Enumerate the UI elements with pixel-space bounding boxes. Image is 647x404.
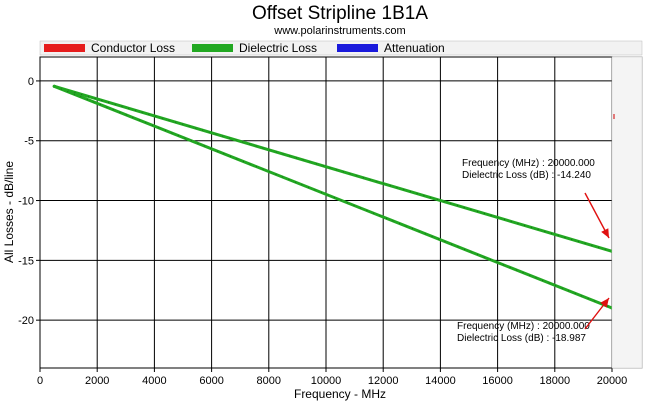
y-tick-label: 0 bbox=[28, 76, 34, 88]
annotation-arrowhead bbox=[601, 228, 609, 238]
annotation-arrowhead bbox=[600, 298, 609, 308]
x-tick-label: 6000 bbox=[199, 375, 223, 387]
y-tick-label: -20 bbox=[18, 315, 34, 327]
legend-swatch bbox=[192, 44, 233, 52]
chart-subtitle: www.polarinstruments.com bbox=[273, 25, 405, 37]
y-tick-label: -5 bbox=[24, 136, 34, 148]
x-tick-label: 10000 bbox=[311, 375, 342, 387]
y-tick-label: -15 bbox=[18, 255, 34, 267]
legend-label: Attenuation bbox=[384, 41, 445, 55]
x-tick-label: 14000 bbox=[425, 375, 456, 387]
x-tick-label: 16000 bbox=[482, 375, 513, 387]
chart-title: Offset Stripline 1B1A bbox=[252, 3, 428, 24]
legend-swatch bbox=[44, 44, 85, 52]
y-axis-label: All Losses - dB/line bbox=[2, 161, 16, 263]
dielectric-loss-line bbox=[53, 84, 613, 310]
x-axis-label: Frequency - MHz bbox=[294, 387, 386, 401]
x-tick-label: 18000 bbox=[540, 375, 571, 387]
data-point bbox=[52, 84, 56, 88]
legend-label: Dielectric Loss bbox=[239, 41, 317, 55]
tick-labels: 0 2000 4000 6000 8000 10000 12000 14000 16000 180… bbox=[18, 76, 627, 387]
legend-swatch bbox=[337, 44, 378, 52]
scrollbar-track[interactable] bbox=[611, 56, 643, 369]
annotation-loss: Dielectric Loss (dB) : -18.987 bbox=[457, 333, 586, 344]
annotation-frequency: Frequency (MHz) : 20000.000 bbox=[457, 321, 590, 332]
x-tick-label: 2000 bbox=[85, 375, 109, 387]
x-tick-label: 0 bbox=[37, 375, 43, 387]
annotation-loss: Dielectric Loss (dB) : -14.240 bbox=[462, 170, 591, 181]
x-tick-label: 8000 bbox=[257, 375, 281, 387]
grid bbox=[40, 57, 612, 368]
x-tick-label: 4000 bbox=[142, 375, 166, 387]
x-tick-label: 20000 bbox=[597, 375, 628, 387]
dielectric-loss-line bbox=[53, 84, 613, 253]
legend-label: Conductor Loss bbox=[91, 41, 175, 55]
x-tick-label: 12000 bbox=[368, 375, 399, 387]
legend: Conductor Loss Dielectric Loss Attenuation bbox=[44, 41, 445, 55]
y-tick-label: -10 bbox=[18, 196, 34, 208]
annotation-frequency: Frequency (MHz) : 20000.000 bbox=[462, 158, 595, 169]
plot-background bbox=[39, 56, 643, 369]
